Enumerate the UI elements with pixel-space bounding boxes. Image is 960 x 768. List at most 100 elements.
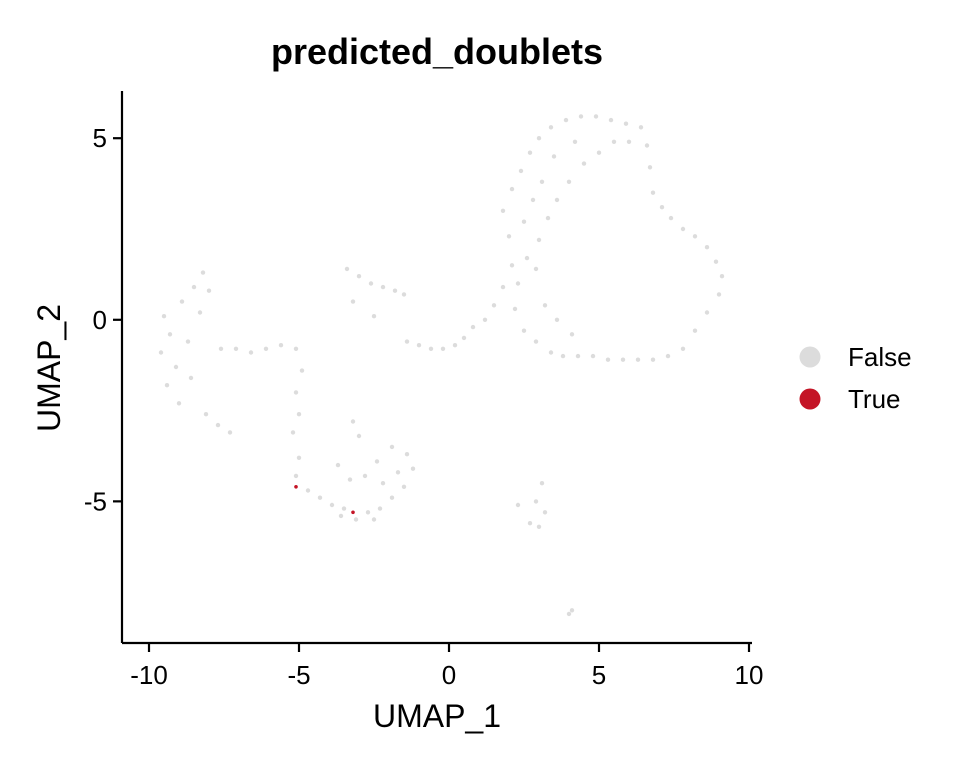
point-false-123: [542, 303, 548, 308]
x-tick-label: 0: [442, 660, 456, 690]
x-tick-label: 10: [735, 660, 764, 690]
point-false-97: [650, 357, 656, 362]
x-tick-label: -5: [287, 660, 310, 690]
point-false-118: [572, 139, 578, 144]
point-false-120: [539, 179, 545, 184]
point-false-30: [329, 502, 335, 508]
point-false-78: [593, 114, 599, 119]
point-false-84: [650, 190, 656, 195]
point-false-132: [515, 502, 521, 508]
point-false-56: [350, 299, 356, 304]
point-false-81: [638, 125, 644, 130]
point-false-45: [395, 470, 401, 475]
point-false-86: [668, 215, 674, 221]
point-false-41: [362, 473, 368, 479]
point-false-42: [347, 477, 353, 482]
point-false-52: [368, 281, 374, 286]
point-false-55: [401, 292, 407, 297]
point-false-75: [548, 125, 554, 130]
point-false-1: [167, 332, 173, 337]
point-false-32: [353, 517, 359, 522]
point-false-73: [527, 150, 533, 155]
point-false-38: [404, 452, 410, 457]
points-layer: [158, 114, 725, 617]
point-false-29: [317, 495, 323, 500]
legend-marker-false: [799, 346, 821, 368]
point-false-76: [563, 117, 569, 123]
point-false-17: [233, 346, 239, 351]
point-false-62: [452, 343, 458, 348]
point-false-33: [365, 510, 371, 515]
legend-label-false: False: [848, 342, 912, 372]
point-false-60: [428, 346, 434, 351]
point-false-85: [659, 205, 665, 210]
point-false-54: [392, 288, 398, 293]
point-false-57: [371, 314, 377, 319]
point-false-134: [566, 611, 572, 617]
point-true-0: [294, 485, 298, 489]
point-false-77: [578, 114, 584, 119]
point-false-31: [341, 506, 347, 511]
point-false-89: [704, 245, 710, 250]
point-false-8: [191, 284, 197, 290]
point-false-113: [566, 179, 572, 184]
point-false-101: [590, 353, 596, 359]
point-false-39: [389, 444, 395, 450]
point-false-13: [203, 412, 209, 417]
point-false-2: [158, 350, 164, 355]
x-tick-label: -10: [130, 660, 168, 690]
point-false-16: [218, 346, 224, 351]
legend-marker-true: [799, 388, 821, 410]
point-false-58: [404, 339, 410, 344]
point-false-121: [530, 197, 536, 203]
point-false-37: [410, 466, 416, 471]
point-false-46: [371, 517, 377, 522]
point-false-129: [542, 510, 548, 515]
point-false-24: [296, 412, 302, 417]
point-false-53: [380, 284, 386, 290]
y-axis-title: UMAP_2: [31, 304, 67, 432]
point-false-11: [197, 310, 203, 315]
point-false-109: [524, 255, 530, 261]
point-false-9: [200, 270, 206, 275]
point-false-116: [611, 139, 617, 144]
point-false-59: [416, 343, 422, 348]
point-false-20: [278, 343, 284, 348]
point-false-104: [548, 350, 554, 355]
point-false-47: [338, 513, 344, 519]
point-false-125: [569, 332, 575, 337]
point-false-133: [569, 608, 575, 613]
point-false-114: [581, 161, 587, 166]
point-false-126: [533, 266, 539, 272]
point-false-88: [692, 234, 698, 239]
point-false-106: [521, 328, 527, 333]
point-false-35: [389, 495, 395, 500]
point-false-12: [188, 375, 194, 381]
point-false-99: [620, 357, 626, 362]
point-false-44: [380, 481, 386, 486]
point-false-110: [536, 237, 542, 243]
point-false-93: [704, 310, 710, 315]
point-false-112: [554, 197, 560, 203]
x-axis-title: UMAP_1: [373, 698, 501, 734]
point-false-25: [290, 430, 296, 435]
point-false-63: [461, 335, 467, 341]
point-false-107: [512, 306, 518, 312]
point-true-1: [351, 510, 355, 515]
point-false-5: [176, 401, 182, 406]
legend-label-true: True: [848, 384, 901, 414]
point-false-119: [551, 154, 557, 159]
point-false-90: [713, 259, 719, 264]
point-false-98: [635, 357, 641, 362]
point-false-70: [500, 208, 506, 213]
x-tick-label: 5: [592, 660, 606, 690]
point-false-122: [521, 219, 527, 224]
point-false-50: [344, 266, 350, 272]
point-false-36: [401, 484, 407, 489]
point-false-51: [356, 274, 362, 279]
point-false-64: [470, 324, 476, 330]
point-false-103: [560, 353, 566, 359]
point-false-15: [227, 430, 233, 435]
point-false-68: [509, 263, 515, 268]
